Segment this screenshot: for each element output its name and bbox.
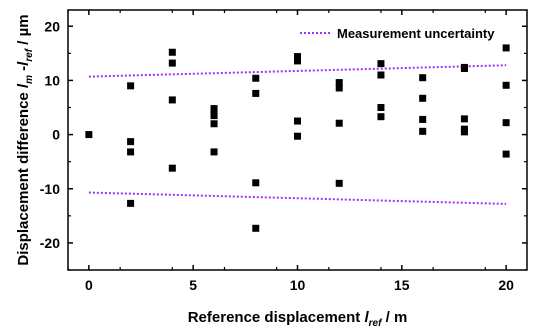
y-axis-title-var1: l (15, 83, 32, 88)
data-point (460, 65, 468, 72)
y-tick-label: 0 (52, 127, 60, 143)
data-point (252, 179, 260, 187)
data-point (335, 79, 343, 87)
data-point (419, 94, 427, 102)
x-axis-title-unit: / m (381, 309, 407, 326)
data-point (294, 53, 301, 61)
axis-ticks: 0 5 10 15 20 -20 -10 0 10 20 (40, 10, 527, 293)
data-point (210, 105, 218, 113)
y-tick-label: 10 (44, 72, 60, 88)
data-point (252, 74, 260, 82)
legend-label: Measurement uncertainty (337, 26, 495, 41)
y-axis-title-unit: / µm (15, 14, 32, 48)
data-point (210, 120, 218, 128)
data-points (85, 44, 510, 232)
data-point (168, 59, 176, 67)
y-axis-title-main: Displacement difference (15, 88, 32, 266)
data-point (127, 199, 135, 207)
data-point (502, 44, 510, 52)
x-tick-label: 20 (498, 277, 514, 293)
data-point (294, 132, 301, 140)
data-point (335, 119, 343, 127)
y-tick-label: 20 (44, 18, 60, 34)
uncertainty-line-lower (88, 191, 507, 205)
x-axis-title: Reference displacement lref / m (188, 309, 408, 329)
x-tick-label: 15 (394, 277, 410, 293)
x-axis-title-sub: ref (369, 318, 383, 329)
y-tick-label: -10 (40, 181, 60, 197)
data-point (335, 179, 343, 187)
data-point (502, 81, 510, 89)
data-point (210, 112, 218, 120)
data-point (377, 60, 385, 68)
data-point (168, 96, 176, 104)
x-tick-label: 10 (290, 277, 306, 293)
data-point (127, 148, 135, 156)
data-point (502, 119, 510, 127)
data-point (377, 104, 385, 111)
data-point (460, 128, 468, 136)
y-axis-title-sub1: m (24, 75, 35, 84)
uncertainty-line-upper (88, 64, 507, 78)
data-point (168, 48, 176, 56)
data-point (210, 148, 218, 156)
y-axis-title-sub2: ref (24, 47, 35, 61)
x-tick-label: 0 (85, 277, 93, 293)
data-point (252, 89, 260, 97)
y-axis-title-var2: l (15, 61, 32, 66)
data-point (419, 127, 427, 135)
data-point (377, 113, 385, 121)
data-point (377, 71, 385, 79)
data-point (294, 57, 301, 65)
data-point (127, 82, 135, 90)
data-point (85, 131, 93, 139)
uncertainty-lines (88, 64, 507, 205)
data-point (168, 164, 176, 172)
data-point (502, 150, 510, 158)
y-tick-label: -20 (40, 235, 60, 251)
data-point (419, 115, 427, 123)
data-point (419, 74, 427, 82)
plot-frame (67, 9, 528, 271)
data-point (252, 224, 260, 232)
data-point (460, 115, 468, 123)
y-axis-title-mid: - (15, 66, 32, 75)
x-axis-title-var: l (364, 309, 369, 326)
data-point (127, 138, 135, 146)
x-tick-label: 5 (189, 277, 197, 293)
x-axis-title-main: Reference displacement (188, 309, 365, 326)
data-point (294, 117, 301, 125)
y-axis-title: Displacement difference lm -lref / µm (15, 14, 35, 265)
data-point (335, 84, 343, 92)
legend: Measurement uncertainty (300, 26, 495, 41)
